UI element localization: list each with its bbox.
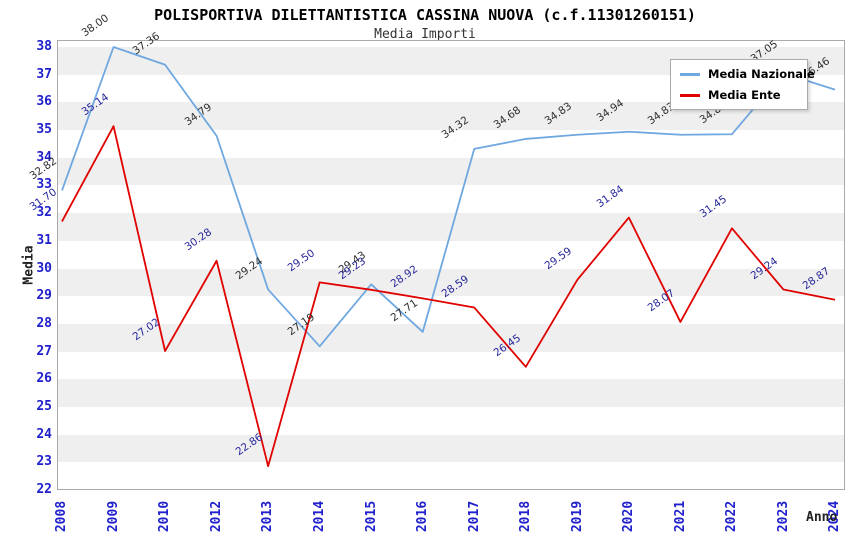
chart-subtitle: Media Importi <box>374 27 476 42</box>
legend-label-ente: Media Ente <box>708 88 781 102</box>
y-tick-label: 33 <box>36 177 52 193</box>
legend-item-media-ente: Media Ente <box>680 88 798 102</box>
x-tick-label: 2010 <box>157 500 173 532</box>
legend-swatch-nazionale-icon <box>680 72 700 76</box>
y-tick-label: 35 <box>36 122 52 138</box>
x-tick-label: 2012 <box>209 500 225 532</box>
x-tick-label: 2022 <box>724 500 740 532</box>
y-tick-label: 32 <box>36 205 52 221</box>
x-tick-label: 2018 <box>518 500 534 532</box>
plot-area <box>57 40 845 490</box>
y-tick-label: 30 <box>36 260 52 276</box>
y-tick-label: 37 <box>36 66 52 82</box>
x-tick-label: 2013 <box>260 500 276 532</box>
y-axis-title: Media <box>21 245 37 285</box>
y-tick-label: 36 <box>36 94 52 110</box>
x-tick-label: 2019 <box>569 500 585 532</box>
y-tick-label: 31 <box>36 232 52 248</box>
legend-label-nazionale: Media Nazionale <box>708 67 815 81</box>
y-tick-label: 34 <box>36 149 52 165</box>
y-tick-label: 26 <box>36 371 52 387</box>
y-tick-label: 24 <box>36 426 52 442</box>
x-tick-label: 2021 <box>672 500 688 532</box>
x-tick-label: 2008 <box>54 500 70 532</box>
x-tick-label: 2017 <box>466 500 482 532</box>
legend: Media Nazionale Media Ente <box>670 59 815 110</box>
x-tick-label: 2014 <box>312 500 328 532</box>
y-tick-label: 23 <box>36 454 52 470</box>
legend-item-media-nazionale: Media Nazionale <box>680 67 815 81</box>
y-tick-label: 25 <box>36 398 52 414</box>
y-tick-label: 29 <box>36 288 52 304</box>
x-tick-label: 2023 <box>775 500 791 532</box>
legend-swatch-ente-icon <box>680 93 700 97</box>
y-tick-label: 28 <box>36 315 52 331</box>
x-tick-label: 2020 <box>621 500 637 532</box>
x-tick-label: 2016 <box>415 500 431 532</box>
chart-title: POLISPORTIVA DILETTANTISTICA CASSINA NUO… <box>154 6 696 24</box>
x-tick-label: 2009 <box>106 500 122 532</box>
y-tick-label: 22 <box>36 482 52 497</box>
y-tick-label: 38 <box>36 39 52 54</box>
x-tick-label: 2015 <box>363 500 379 532</box>
x-axis-title: Anno <box>806 510 838 525</box>
y-tick-label: 27 <box>36 343 52 359</box>
